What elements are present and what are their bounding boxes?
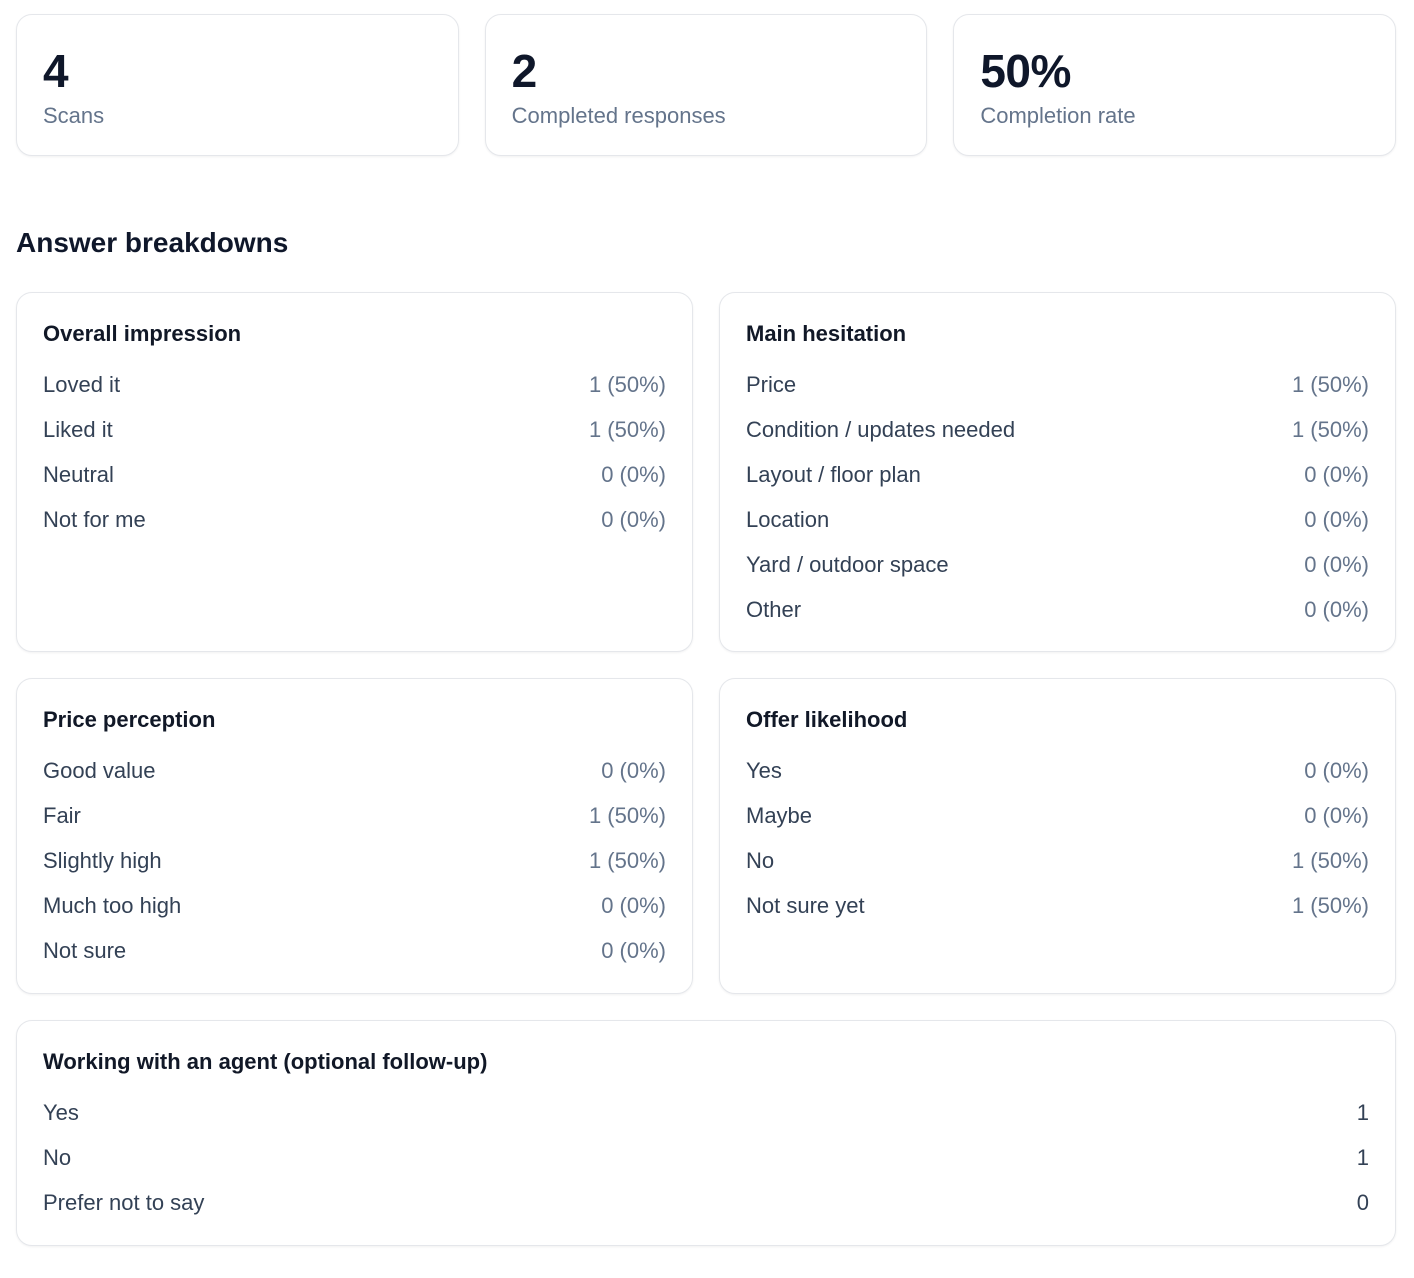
answer-count: 0 (0%) <box>601 892 666 918</box>
answer-row: Layout / floor plan 0 (0%) <box>746 452 1369 497</box>
answer-label: Much too high <box>43 892 182 918</box>
answer-row: Yes 0 (0%) <box>746 748 1369 793</box>
answer-count: 1 (50%) <box>1291 371 1369 397</box>
question-card-overall-impression: Overall impression Loved it 1 (50%) Like… <box>16 292 693 652</box>
breakdown-grid: Overall impression Loved it 1 (50%) Like… <box>16 292 1396 994</box>
answer-label: Condition / updates needed <box>746 416 1016 442</box>
answer-count: 0 (0%) <box>601 937 666 963</box>
stat-value: 2 <box>511 45 538 97</box>
stat-label: Completion rate <box>980 103 1136 128</box>
stats-row: 4 Scans 2 Completed responses 50% Comple… <box>16 14 1397 156</box>
answer-label: Other <box>746 596 802 622</box>
stat-value: 50% <box>980 45 1071 97</box>
answer-row: Price 1 (50%) <box>746 362 1369 407</box>
stat-card-scans: 4 Scans <box>16 14 459 156</box>
answer-count: 1 (50%) <box>588 416 666 442</box>
answer-row: Loved it 1 (50%) <box>43 362 666 407</box>
answer-count: 0 (0%) <box>1304 596 1369 622</box>
answer-count: 0 <box>1356 1189 1369 1215</box>
question-title: Main hesitation <box>746 321 907 346</box>
answer-row: No 1 (50%) <box>746 838 1369 883</box>
stat-card-completed-responses: 2 Completed responses <box>484 14 928 156</box>
answer-count: 1 (50%) <box>1291 847 1369 873</box>
question-card-offer-likelihood: Offer likelihood Yes 0 (0%) Maybe 0 (0%)… <box>719 678 1396 994</box>
answer-row: Condition / updates needed 1 (50%) <box>746 407 1369 452</box>
question-title: Offer likelihood <box>746 707 908 732</box>
answer-label: Yard / outdoor space <box>746 551 949 577</box>
answer-count: 1 (50%) <box>588 847 666 873</box>
answer-label: Slightly high <box>43 847 162 873</box>
answer-row: Not sure 0 (0%) <box>43 928 666 973</box>
answer-count: 0 (0%) <box>1304 506 1369 532</box>
answer-count: 0 (0%) <box>601 506 666 532</box>
answer-label: Liked it <box>43 416 113 442</box>
answer-count: 0 (0%) <box>1304 551 1369 577</box>
answer-label: Neutral <box>43 461 114 487</box>
question-title: Working with an agent (optional follow-u… <box>43 1049 488 1074</box>
stat-label: Completed responses <box>511 103 726 128</box>
answer-count: 1 (50%) <box>588 802 666 828</box>
answer-row: Prefer not to say 0 <box>43 1180 1369 1225</box>
answer-row: Yes 1 <box>43 1090 1369 1135</box>
answer-row: Other 0 (0%) <box>746 587 1369 632</box>
answer-label: Fair <box>43 802 81 828</box>
answer-label: Yes <box>746 757 782 783</box>
question-card-main-hesitation: Main hesitation Price 1 (50%) Condition … <box>719 292 1396 652</box>
answer-count: 1 (50%) <box>1291 416 1369 442</box>
answer-label: No <box>746 847 775 873</box>
question-card-working-with-agent: Working with an agent (optional follow-u… <box>16 1020 1396 1246</box>
answer-label: Price <box>746 371 797 397</box>
answer-label: Maybe <box>746 802 813 828</box>
answer-label: Loved it <box>43 371 121 397</box>
question-card-price-perception: Price perception Good value 0 (0%) Fair … <box>16 678 693 994</box>
answer-count: 0 (0%) <box>601 757 666 783</box>
answer-label: Yes <box>43 1099 79 1125</box>
answer-row: Good value 0 (0%) <box>43 748 666 793</box>
answer-label: Good value <box>43 757 156 783</box>
stat-card-completion-rate: 50% Completion rate <box>953 14 1397 156</box>
answer-count: 1 <box>1356 1099 1369 1125</box>
answer-row: Yard / outdoor space 0 (0%) <box>746 542 1369 587</box>
answer-label: Not for me <box>43 506 146 532</box>
stat-value: 4 <box>43 45 69 97</box>
answer-label: Layout / floor plan <box>746 461 921 487</box>
answer-count: 0 (0%) <box>1304 802 1369 828</box>
answer-label: Prefer not to say <box>43 1189 205 1215</box>
answer-row: Liked it 1 (50%) <box>43 407 666 452</box>
answer-count: 0 (0%) <box>1304 461 1369 487</box>
answer-row: Location 0 (0%) <box>746 497 1369 542</box>
answer-row: Not for me 0 (0%) <box>43 497 666 542</box>
answer-count: 1 <box>1356 1144 1369 1170</box>
answer-row: Much too high 0 (0%) <box>43 883 666 928</box>
answer-label: Location <box>746 506 830 532</box>
section-title: Answer breakdowns <box>16 227 289 258</box>
answer-count: 1 (50%) <box>588 371 666 397</box>
answer-row: Not sure yet 1 (50%) <box>746 883 1369 928</box>
answer-label: Not sure yet <box>746 892 865 918</box>
answer-row: Maybe 0 (0%) <box>746 793 1369 838</box>
answer-count: 0 (0%) <box>1304 757 1369 783</box>
question-title: Overall impression <box>43 321 242 346</box>
answer-label: Not sure <box>43 937 127 963</box>
answer-row: Neutral 0 (0%) <box>43 452 666 497</box>
answer-row: Slightly high 1 (50%) <box>43 838 666 883</box>
question-title: Price perception <box>43 707 216 732</box>
stat-label: Scans <box>43 103 105 128</box>
answer-count: 1 (50%) <box>1291 892 1369 918</box>
answer-label: No <box>43 1144 72 1170</box>
survey-results-page: 4 Scans 2 Completed responses 50% Comple… <box>16 14 1397 1246</box>
answer-row: No 1 <box>43 1135 1369 1180</box>
answer-count: 0 (0%) <box>601 461 666 487</box>
answer-row: Fair 1 (50%) <box>43 793 666 838</box>
